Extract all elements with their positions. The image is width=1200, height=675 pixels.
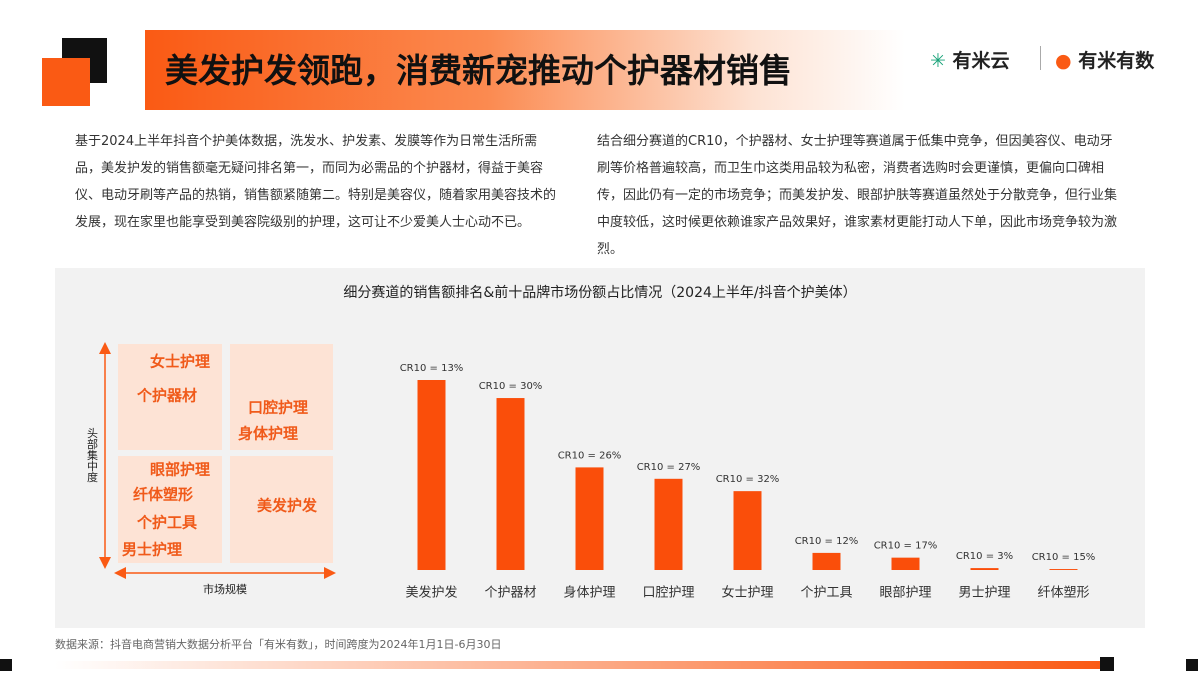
- x-tick-label: 美发护发: [405, 585, 457, 601]
- deco-square: [0, 659, 12, 671]
- title-banner: [145, 30, 905, 110]
- x-tick-label: 纤体塑形: [1037, 586, 1089, 601]
- axis-label: 市场规模: [203, 582, 247, 596]
- matrix-label: 口腔护理: [248, 399, 308, 417]
- matrix-label: 眼部护理: [150, 461, 210, 479]
- deco-square: [1186, 659, 1198, 671]
- bar: [1049, 569, 1078, 570]
- separator: [1040, 46, 1041, 70]
- bar: [891, 557, 920, 570]
- x-tick-label: 女士护理: [721, 585, 773, 601]
- deco-square: [42, 58, 90, 106]
- x-tick-label: 个护工具: [800, 586, 852, 601]
- deco-square: [1100, 657, 1114, 671]
- logo: ✳ 有米云: [930, 50, 1010, 72]
- annotation: CR10 = 12%: [795, 536, 859, 547]
- annotation: CR10 = 27%: [637, 462, 701, 473]
- logo-text: 有米有数: [1078, 50, 1155, 72]
- annotation: CR10 = 32%: [716, 474, 780, 485]
- paragraph: 结合细分赛道的CR10，个护器材、女士护理等赛道属于低集中竞争，但因美容仪、电动…: [597, 134, 1118, 257]
- bar: [417, 380, 446, 570]
- bar: [970, 568, 999, 570]
- matrix-label: 纤体塑形: [133, 486, 193, 504]
- footer-bar: [55, 661, 1100, 669]
- bar: [733, 491, 762, 570]
- page-title: 美发护发领跑，消费新宠推动个护器材销售: [165, 51, 792, 90]
- axis-label: 头部集中度: [86, 427, 99, 483]
- x-tick-label: 个护器材: [484, 586, 536, 601]
- matrix-label: 女士护理: [150, 353, 210, 371]
- paragraph: 基于2024上半年抖音个护美体数据，洗发水、护发素、发膜等作为日常生活所需品，美…: [75, 134, 557, 230]
- chart-title: 细分赛道的销售额排名&前十品牌市场份额占比情况（2024上半年/抖音个护美体）: [343, 284, 856, 301]
- matrix-cell: [118, 456, 222, 563]
- logo-text: 有米云: [952, 50, 1010, 72]
- bar: [575, 467, 604, 570]
- annotation: CR10 = 17%: [874, 541, 938, 552]
- annotation: CR10 = 26%: [558, 450, 622, 461]
- matrix-label: 个护工具: [136, 514, 197, 532]
- matrix-cell: [118, 344, 222, 450]
- x-tick-label: 身体护理: [563, 585, 615, 601]
- x-tick-label: 眼部护理: [879, 586, 931, 601]
- source: 数据来源：抖音电商营销大数据分析平台「有米有数」，时间跨度为2024年1月1日-…: [55, 638, 502, 651]
- bar: [654, 478, 683, 570]
- matrix-cell: [230, 456, 333, 563]
- matrix-label: 身体护理: [238, 425, 298, 443]
- x-tick-label: 口腔护理: [642, 586, 694, 601]
- logo: ● 有米有数: [1055, 50, 1155, 72]
- matrix-label: 男士护理: [122, 541, 182, 559]
- matrix-label: 美发护发: [257, 497, 318, 515]
- annotation: CR10 = 13%: [400, 363, 464, 374]
- annotation: CR10 = 3%: [956, 551, 1013, 562]
- matrix-label: 个护器材: [136, 387, 197, 405]
- bar: [812, 552, 841, 570]
- x-tick-label: 男士护理: [958, 586, 1010, 601]
- annotation: CR10 = 30%: [479, 381, 543, 392]
- annotation: CR10 = 15%: [1032, 552, 1096, 563]
- matrix-cell: [230, 344, 333, 450]
- bar: [496, 398, 525, 570]
